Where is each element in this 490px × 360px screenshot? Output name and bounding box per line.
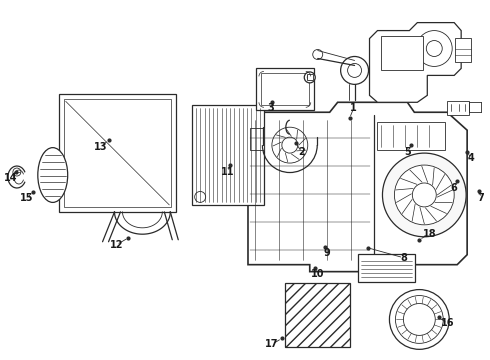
Text: 11: 11 — [221, 167, 235, 177]
Circle shape — [426, 41, 442, 57]
Text: 8: 8 — [400, 253, 407, 263]
Bar — [59, 94, 176, 212]
Circle shape — [395, 296, 443, 343]
Bar — [307, 75, 313, 80]
Circle shape — [341, 57, 368, 84]
Text: 2: 2 — [298, 147, 305, 157]
Bar — [192, 105, 264, 205]
Bar — [64, 99, 172, 207]
Circle shape — [403, 303, 435, 336]
Circle shape — [272, 127, 308, 163]
Circle shape — [195, 192, 206, 202]
Bar — [447, 101, 469, 115]
Circle shape — [13, 168, 21, 176]
Circle shape — [282, 137, 298, 153]
Bar — [250, 128, 264, 150]
Text: 1: 1 — [350, 103, 357, 113]
Text: 14: 14 — [4, 173, 18, 183]
Bar — [256, 68, 314, 110]
Polygon shape — [369, 23, 461, 102]
Text: 10: 10 — [311, 269, 324, 279]
Text: 15: 15 — [20, 193, 34, 203]
Circle shape — [347, 63, 362, 77]
Circle shape — [307, 75, 312, 80]
Circle shape — [313, 50, 323, 59]
Bar — [377, 122, 445, 150]
Text: 3: 3 — [268, 103, 274, 113]
Text: 17: 17 — [265, 339, 279, 349]
Bar — [261, 73, 309, 105]
Bar — [285, 283, 349, 347]
Circle shape — [390, 289, 449, 349]
Circle shape — [416, 31, 452, 67]
Text: 4: 4 — [468, 153, 474, 163]
Circle shape — [304, 72, 315, 83]
Bar — [382, 36, 423, 71]
Polygon shape — [248, 102, 467, 272]
Text: 18: 18 — [422, 229, 436, 239]
Text: 16: 16 — [441, 319, 454, 328]
Text: 7: 7 — [478, 193, 485, 203]
Circle shape — [383, 153, 466, 237]
Text: 5: 5 — [404, 147, 411, 157]
Ellipse shape — [38, 148, 68, 202]
Text: 13: 13 — [94, 142, 107, 152]
Text: 9: 9 — [323, 248, 330, 258]
Bar — [455, 37, 471, 62]
Circle shape — [413, 183, 436, 207]
Circle shape — [394, 165, 454, 225]
Bar — [358, 254, 416, 282]
Text: 6: 6 — [451, 183, 458, 193]
Text: 12: 12 — [110, 240, 123, 250]
